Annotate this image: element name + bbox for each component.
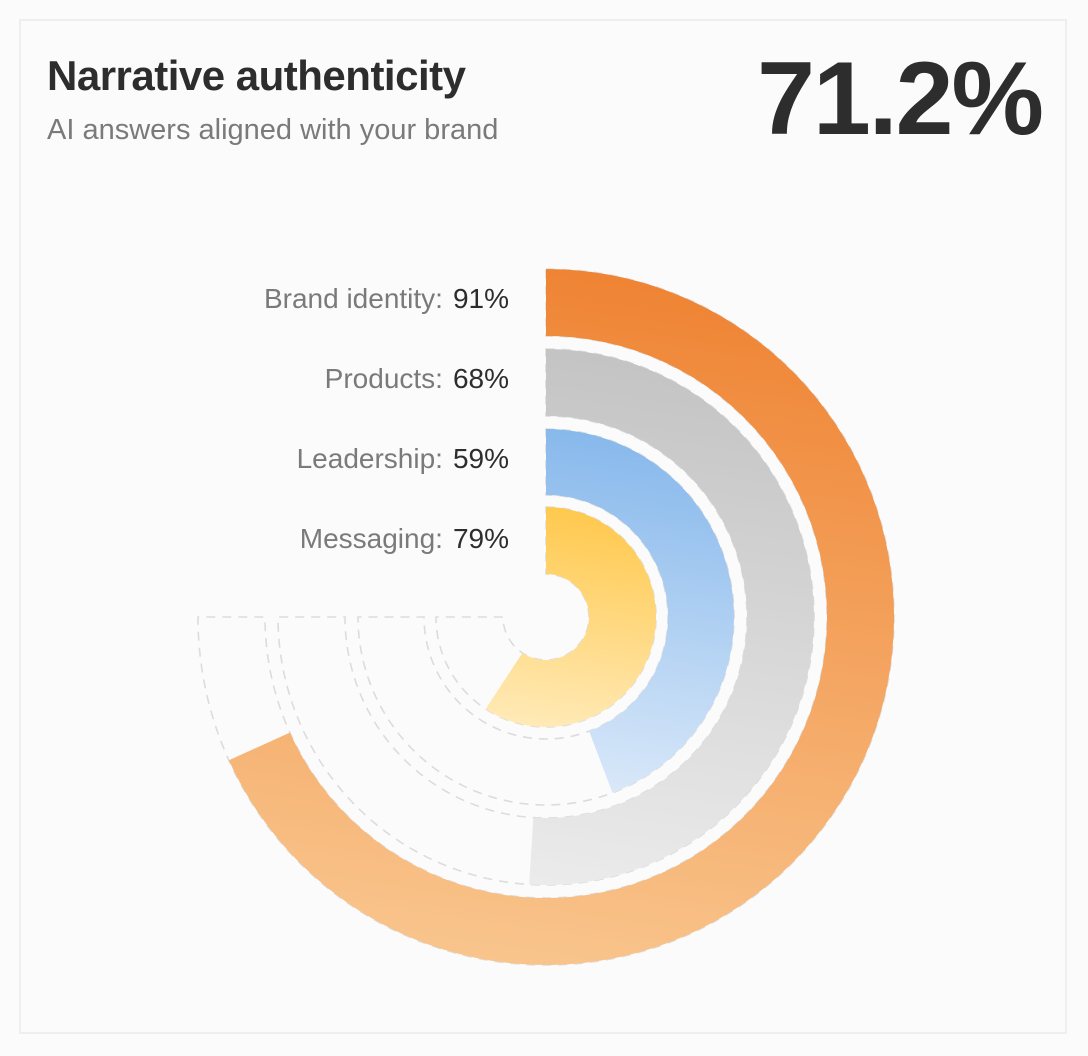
legend-products: Products: 68%	[325, 363, 509, 395]
overall-score: 71.2%	[757, 41, 1044, 157]
legend-label: Messaging:	[299, 523, 443, 554]
legend-messaging: Messaging: 79%	[300, 523, 509, 555]
chart-subtitle: AI answers aligned with your brand	[47, 114, 499, 146]
legend-label: Products:	[324, 363, 443, 394]
legend-brand-identity: Brand identity: 91%	[264, 283, 509, 315]
legend-value: 68%	[452, 363, 509, 394]
legend-value: 79%	[452, 523, 509, 554]
ring-arc-products[interactable]	[529, 349, 815, 886]
ring-arc-leadership[interactable]	[546, 429, 734, 793]
legend-label: Leadership:	[296, 443, 443, 474]
legend-label: Brand identity:	[263, 283, 443, 314]
legend-leadership: Leadership: 59%	[297, 443, 509, 475]
chart-title: Narrative authenticity	[47, 52, 466, 99]
ring-track-messaging	[435, 506, 657, 728]
ring-track-products	[277, 348, 815, 886]
ring-arcs	[228, 269, 894, 965]
legend-value: 91%	[452, 283, 509, 314]
ring-track-leadership	[357, 428, 735, 806]
legend-value: 59%	[452, 443, 509, 474]
ring-arc-messaging[interactable]	[485, 507, 657, 727]
